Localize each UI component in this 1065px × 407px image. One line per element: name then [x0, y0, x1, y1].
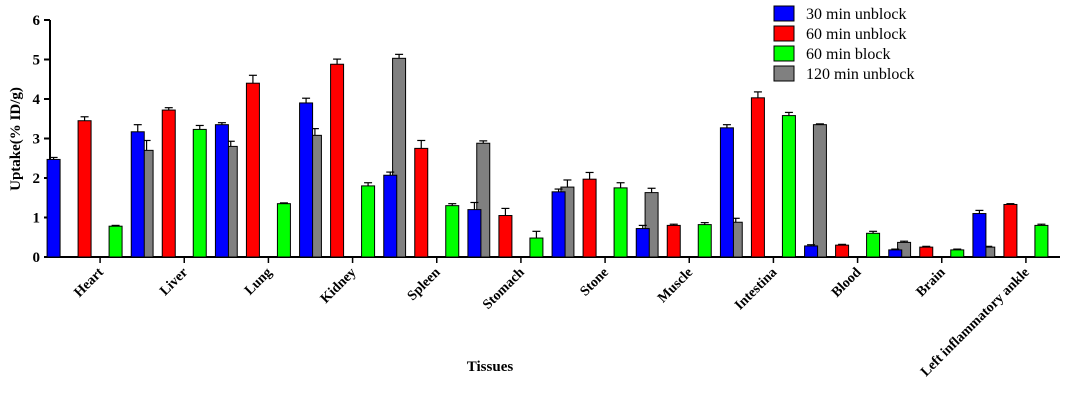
bar	[414, 147, 429, 258]
bar	[750, 97, 765, 258]
category-label: Lung	[242, 265, 275, 298]
bar	[919, 246, 934, 258]
bar	[551, 191, 566, 258]
y-tick-label: 1	[33, 211, 41, 227]
bar	[781, 115, 796, 258]
bar	[130, 131, 145, 258]
bar	[330, 63, 345, 258]
bar	[299, 102, 314, 258]
x-axis	[50, 256, 1060, 263]
category-label: Blood	[829, 265, 865, 301]
legend-swatch	[773, 25, 795, 42]
bars	[46, 53, 1049, 258]
legend-label: 120 min unblock	[806, 66, 914, 83]
x-axis-title: Tissues	[467, 359, 514, 375]
bar	[77, 120, 92, 258]
y-tick-label: 4	[33, 92, 41, 108]
bar	[467, 209, 482, 258]
legend-label: 60 min unblock	[806, 26, 906, 43]
bar	[192, 128, 207, 258]
y-tick-label: 5	[33, 53, 41, 69]
bar	[161, 109, 176, 258]
legend-swatch	[773, 65, 795, 82]
y-tick-label: 6	[33, 13, 41, 29]
bar	[582, 178, 597, 258]
bar	[46, 158, 61, 258]
bar	[719, 127, 734, 258]
category-label: Intestina	[732, 265, 780, 313]
bar	[697, 224, 712, 258]
legend-label: 30 min unblock	[806, 6, 906, 23]
category-label: Kidney	[318, 265, 359, 306]
y-tick-label: 0	[33, 250, 41, 266]
bar	[835, 244, 850, 258]
bar	[950, 249, 965, 258]
bar	[635, 228, 650, 258]
bar	[498, 215, 513, 258]
bar	[812, 124, 827, 258]
bar	[666, 224, 681, 258]
legend: 30 min unblock 60 min unblock 60 min block…	[773, 5, 914, 83]
bar	[214, 124, 229, 258]
category-label: Brain	[914, 265, 949, 300]
category-label: Stone	[578, 265, 612, 299]
bar	[972, 213, 987, 258]
bar	[1003, 203, 1018, 258]
category-label: Heart	[72, 265, 108, 301]
bar	[529, 237, 544, 258]
bar	[888, 249, 903, 258]
bar	[445, 205, 460, 258]
category-labels: Heart Liver Lung Kidney Spleen Stomach Stone Mu…	[72, 265, 1033, 380]
bar	[804, 245, 819, 258]
category-label: Spleen	[405, 265, 444, 304]
legend-swatch	[773, 5, 795, 22]
category-label: Muscle	[655, 265, 696, 306]
bar	[383, 174, 398, 258]
category-label: Stomach	[480, 265, 528, 313]
legend-label: 60 min block	[806, 46, 890, 63]
y-tick-label: 2	[33, 171, 41, 187]
y-tick-label: 3	[33, 132, 41, 148]
legend-swatch	[773, 45, 795, 62]
bar	[866, 232, 881, 258]
category-label: Liver	[157, 265, 191, 299]
bar	[245, 82, 260, 258]
bar	[276, 203, 291, 258]
bar	[613, 187, 628, 258]
bar	[361, 185, 376, 258]
y-axis-title: Uptake(% ID/g)	[8, 87, 24, 191]
bar	[1034, 224, 1049, 258]
bar	[108, 225, 123, 258]
